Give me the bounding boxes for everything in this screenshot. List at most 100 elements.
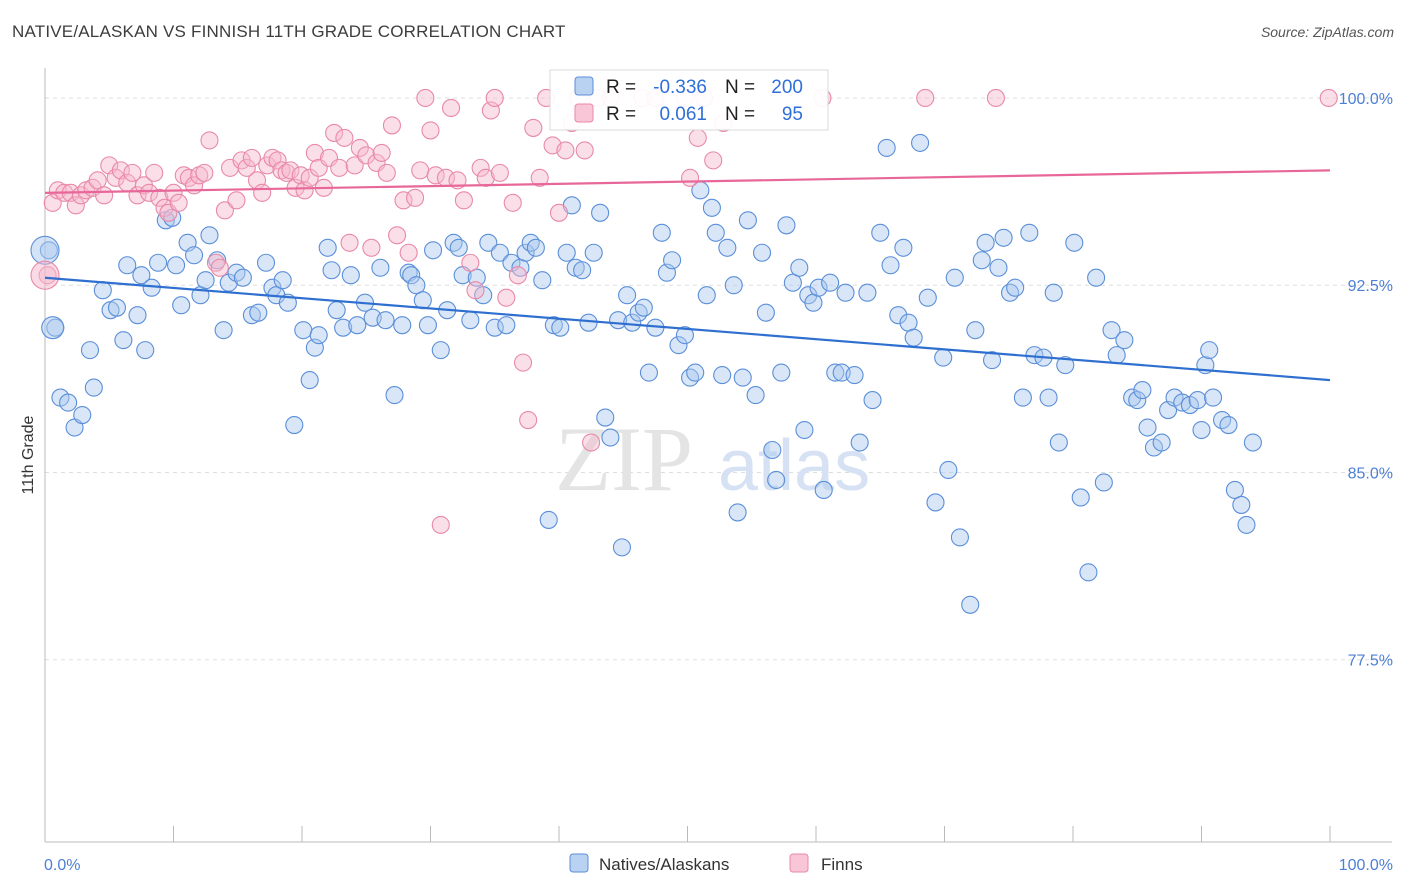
natives-point	[233, 268, 252, 287]
natives-point	[777, 216, 796, 235]
natives-point	[1013, 388, 1032, 407]
finns-point	[372, 143, 391, 162]
natives-point	[601, 428, 620, 447]
natives-point	[663, 251, 682, 270]
natives-point	[59, 393, 78, 412]
legend-finns-label: Finns	[821, 855, 863, 874]
finns-swatch-icon	[574, 103, 594, 123]
finns-point	[394, 191, 413, 210]
finns-point	[300, 168, 319, 187]
natives-point	[1094, 473, 1113, 492]
natives-point	[926, 493, 945, 512]
natives-point	[669, 336, 688, 355]
y-tick-label: 100.0%	[1339, 91, 1393, 108]
natives-point	[516, 243, 535, 262]
natives-points	[30, 133, 1262, 614]
natives-point	[1039, 388, 1058, 407]
finns-point	[688, 128, 707, 147]
natives-point	[557, 243, 576, 262]
natives-point	[814, 480, 833, 500]
finns-point	[150, 188, 169, 207]
natives-point	[899, 313, 918, 332]
finns-point	[377, 163, 396, 182]
natives-point	[584, 243, 603, 262]
natives-point	[845, 366, 864, 385]
natives-point	[1192, 420, 1211, 440]
finns-point	[140, 183, 159, 202]
finns-point	[476, 168, 495, 187]
natives-point	[972, 251, 991, 270]
finns-point	[681, 168, 700, 187]
natives-point	[1107, 346, 1126, 365]
natives-point	[1056, 356, 1075, 375]
natives-point	[461, 311, 480, 330]
natives-point	[334, 318, 353, 337]
natives-point	[733, 368, 752, 387]
natives-point	[718, 238, 737, 257]
finns-point	[916, 88, 935, 108]
natives-point	[431, 341, 450, 360]
finns-point	[335, 128, 354, 147]
natives-point	[93, 281, 112, 300]
natives-point	[118, 256, 137, 275]
natives-point	[1232, 495, 1251, 514]
natives-point	[1204, 388, 1223, 407]
natives-point	[348, 316, 367, 335]
finns-point	[399, 243, 418, 262]
trend-lines	[44, 169, 1331, 382]
legend-finns-icon	[789, 853, 809, 873]
finns-r-value: 0.061	[659, 104, 707, 125]
natives-point	[84, 378, 103, 397]
natives-point	[858, 283, 877, 302]
natives-point	[341, 266, 360, 285]
watermark: ZIP atlas	[555, 408, 870, 510]
finns-point	[490, 163, 509, 182]
finns-point	[582, 433, 601, 452]
natives-point	[894, 238, 913, 257]
natives-point	[804, 293, 823, 312]
natives-point	[132, 266, 151, 285]
finns-point	[530, 168, 549, 187]
natives-point	[836, 283, 855, 302]
stats-legend: R = -0.336 N = 200 R = 0.061 N = 95	[549, 69, 829, 131]
finns-point	[227, 191, 246, 210]
natives-point	[413, 291, 432, 310]
natives-point	[738, 211, 757, 230]
natives-point	[80, 341, 100, 360]
natives-point	[376, 311, 395, 330]
natives-point	[300, 371, 319, 390]
finns-point	[164, 183, 183, 202]
y-tick-label: 85.0%	[1348, 465, 1393, 482]
natives-point	[746, 386, 765, 405]
natives-point	[200, 226, 219, 245]
finns-point	[454, 191, 473, 210]
finns-point	[986, 88, 1005, 108]
finns-point	[305, 143, 324, 162]
natives-point	[533, 271, 552, 290]
natives-point	[418, 316, 437, 335]
natives-point	[449, 238, 468, 257]
finns-point	[524, 118, 543, 137]
natives-point	[424, 241, 443, 260]
natives-point	[756, 303, 775, 322]
natives-point	[485, 318, 504, 337]
natives-point	[623, 313, 642, 332]
finns-point	[350, 138, 369, 157]
natives-point	[939, 460, 958, 480]
natives-point	[790, 258, 809, 277]
finns-point	[195, 163, 214, 182]
natives-point	[393, 316, 412, 335]
natives-point	[149, 253, 168, 272]
finns-trend-line	[44, 169, 1331, 194]
finns-point	[268, 151, 287, 170]
chart-title: NATIVE/ALASKAN VS FINNISH 11TH GRADE COR…	[12, 22, 566, 41]
natives-point	[1123, 388, 1142, 407]
finns-point	[411, 161, 430, 180]
finns-point	[421, 121, 440, 140]
natives-point	[214, 321, 233, 340]
natives-point	[551, 318, 570, 337]
natives-point	[763, 440, 782, 460]
finns-point	[200, 131, 219, 150]
natives-point-large	[30, 235, 60, 265]
natives-point	[850, 433, 869, 452]
